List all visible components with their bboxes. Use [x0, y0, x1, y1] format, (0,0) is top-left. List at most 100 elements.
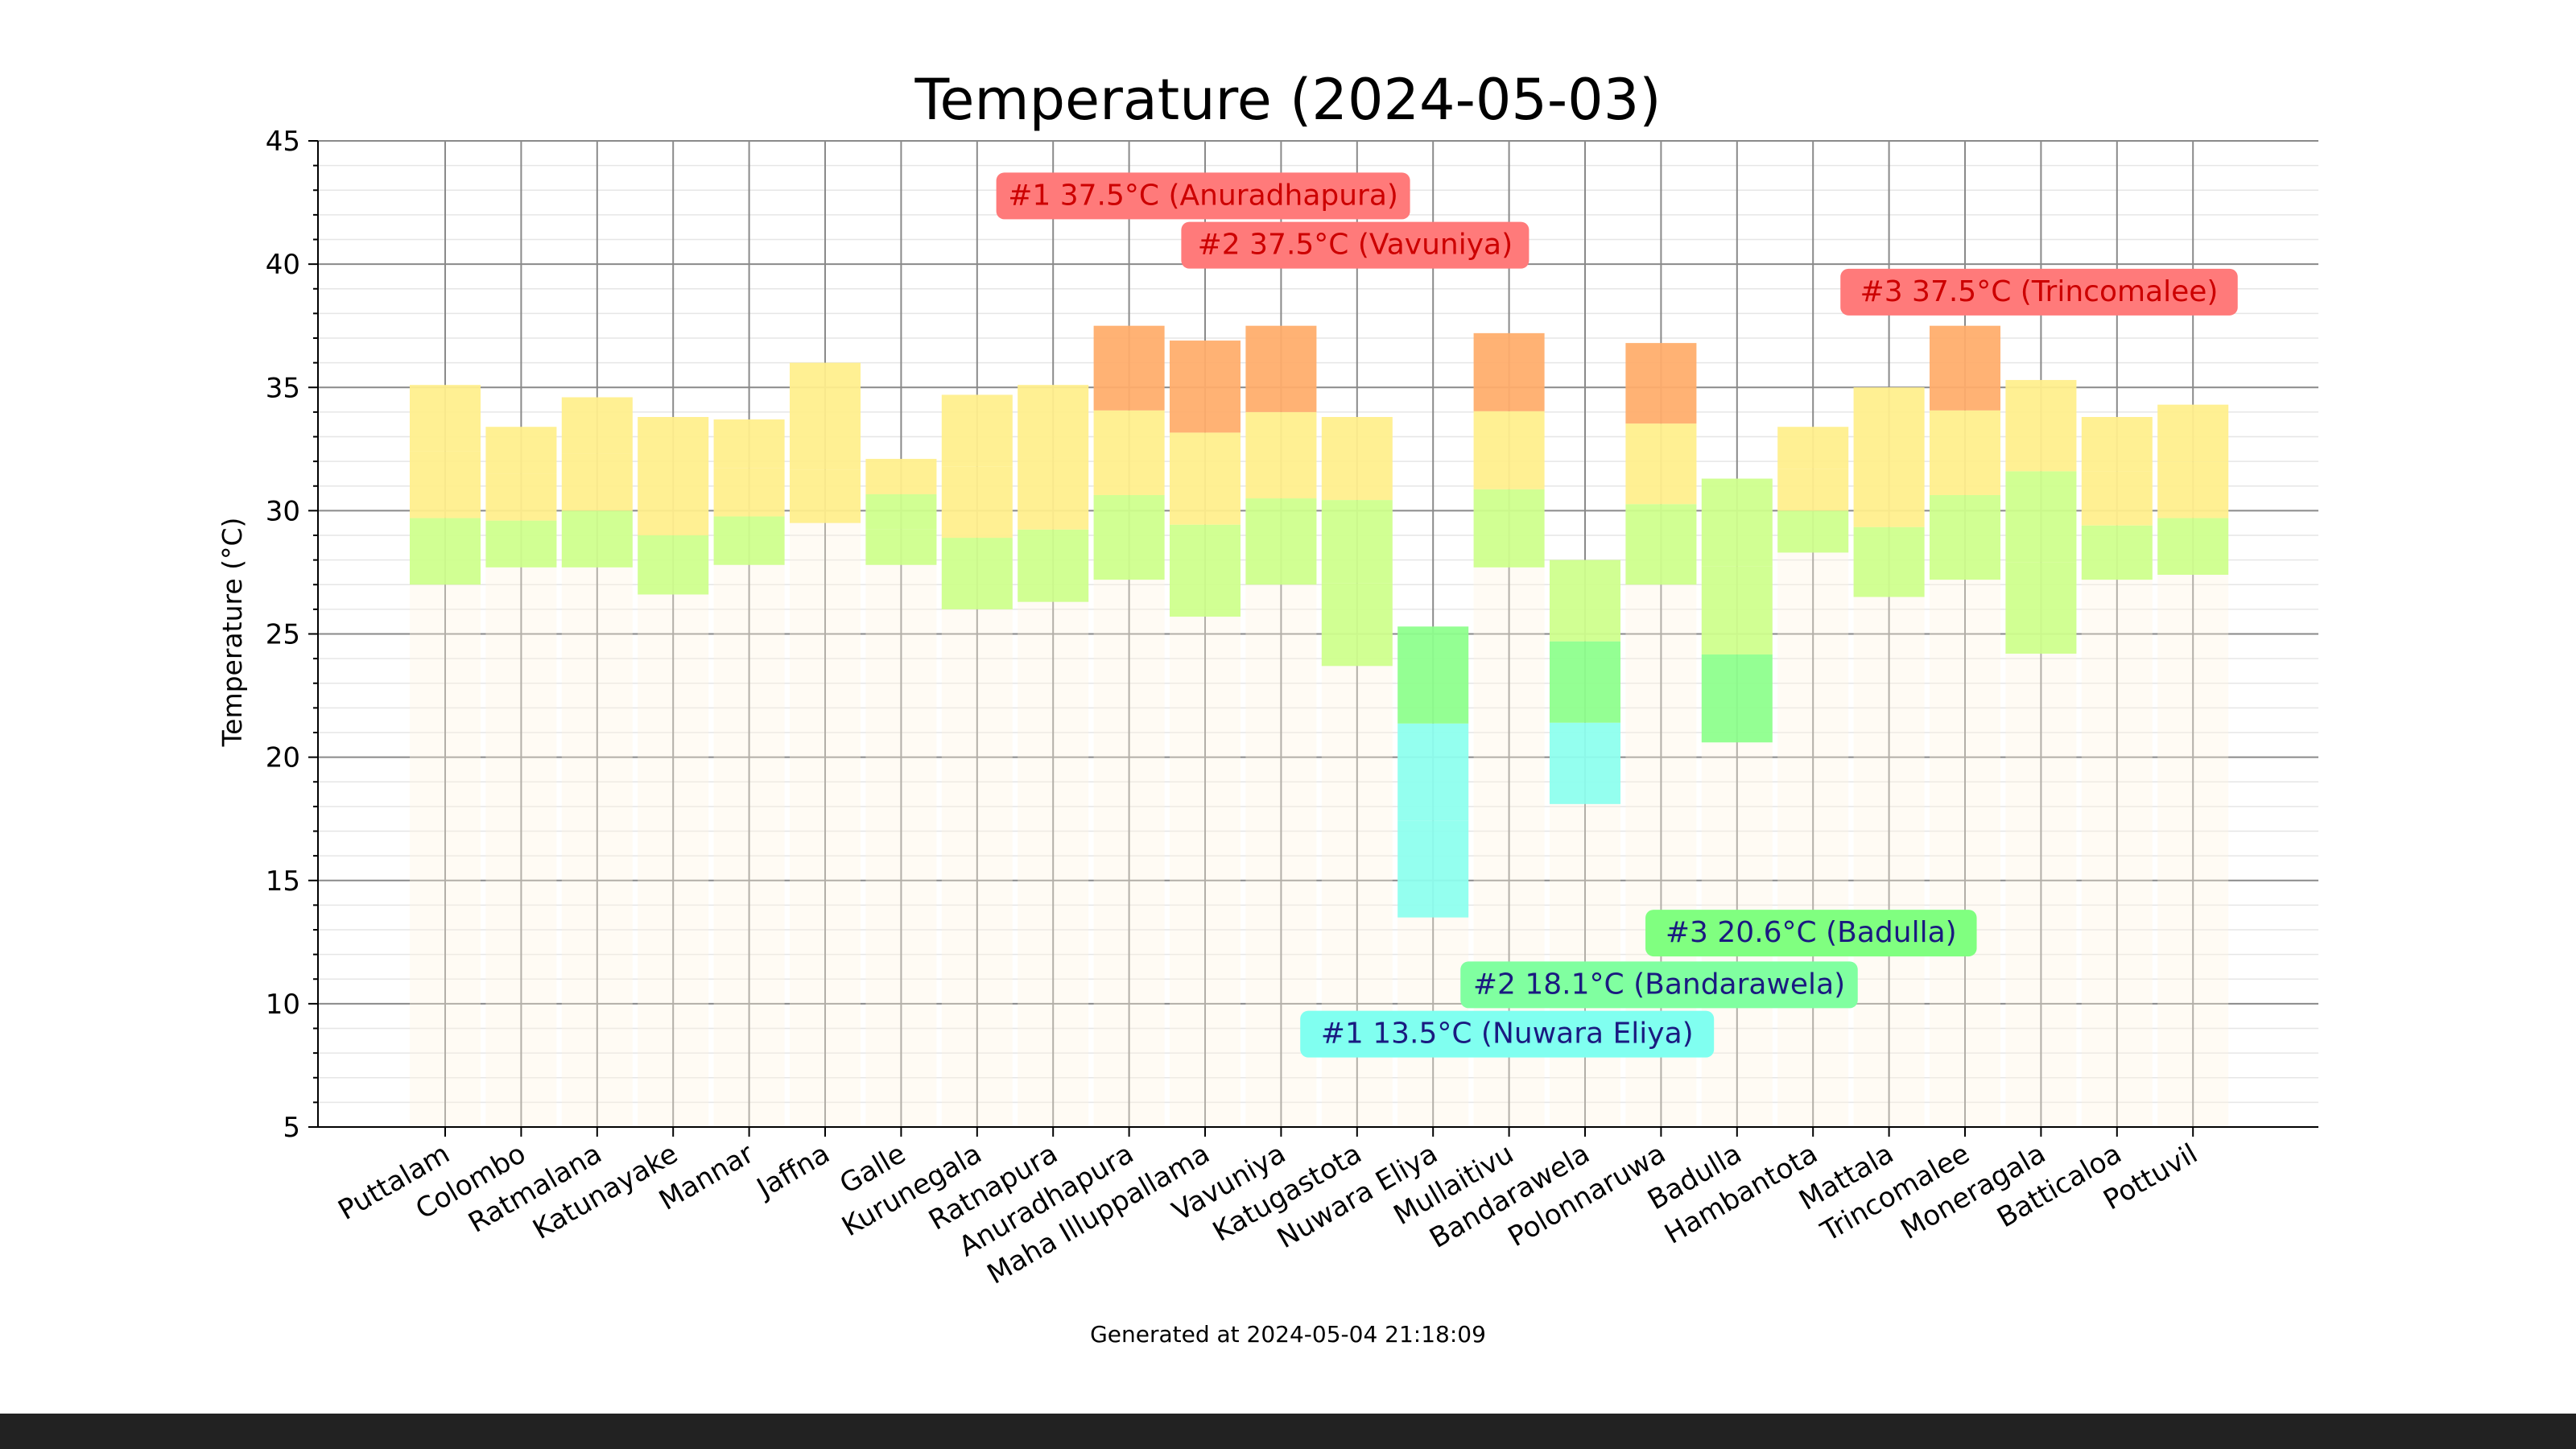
bar-segment	[1777, 510, 1849, 553]
bar	[1777, 427, 1849, 1127]
bar-segment	[410, 451, 481, 518]
annotation-box	[1645, 910, 1977, 957]
bar-segment	[561, 453, 633, 511]
bar-segment	[2005, 380, 2077, 472]
annotation-text: #3 20.6°C (Badulla)	[1666, 916, 1957, 949]
bar-segment	[790, 362, 861, 416]
bar-segment	[2157, 461, 2229, 518]
annotation: #3 20.6°C (Badulla)	[1645, 910, 1977, 957]
bar-segment	[1397, 723, 1469, 821]
bar-segment	[1473, 411, 1545, 489]
bar-segment	[410, 385, 481, 452]
generated-timestamp: Generated at 2024-05-04 21:18:09	[1090, 1321, 1486, 1348]
y-tick-label: 5	[283, 1112, 300, 1144]
annotation: #2 37.5°C (Vavuniya)	[1181, 221, 1530, 269]
bar-segment	[1777, 469, 1849, 511]
y-tick-label: 35	[266, 372, 300, 404]
bar-segment	[941, 466, 1013, 539]
bar-segment	[1018, 385, 1089, 458]
bar-segment	[1550, 722, 1620, 804]
bar	[941, 394, 1013, 1127]
bar-segment	[865, 493, 937, 530]
bar	[1093, 325, 1165, 1127]
y-tick-label: 30	[266, 495, 300, 527]
bar-segment	[2081, 471, 2153, 526]
bar-segment	[485, 473, 557, 521]
bar-segment	[1473, 489, 1545, 568]
annotation-text: #1 37.5°C (Anuradhapura)	[1008, 179, 1398, 212]
bar-segment	[713, 516, 785, 565]
bar-segment	[2081, 525, 2153, 580]
bar-segment	[1550, 559, 1620, 642]
bar-segment	[1245, 498, 1317, 585]
bar-segment	[865, 529, 937, 565]
bar-segment	[1701, 478, 1773, 567]
bar-segment	[865, 459, 937, 494]
bar-segment	[790, 415, 861, 470]
bar-segment	[1170, 341, 1241, 433]
bar	[2081, 417, 2153, 1127]
bar-segment	[1701, 566, 1773, 655]
x-tick-label: Jaffna	[750, 1137, 835, 1205]
y-axis-label: Temperature (°C)	[217, 518, 248, 748]
bar-segment	[1473, 332, 1545, 411]
bar-segment	[1777, 427, 1849, 469]
bar-segment	[1853, 526, 1925, 597]
bar	[1170, 341, 1241, 1127]
bar-segment	[1930, 325, 2000, 411]
bar	[1853, 387, 1925, 1127]
bar-segment	[1321, 583, 1393, 667]
bar-segment	[1018, 457, 1089, 530]
annotation-text: #1 13.5°C (Nuwara Eliya)	[1321, 1018, 1694, 1051]
bar-segment	[1625, 423, 1697, 505]
annotation: #1 37.5°C (Anuradhapura)	[996, 172, 1410, 220]
bar-segment	[485, 520, 557, 568]
bar-segment	[638, 417, 709, 477]
bar-segment	[1321, 500, 1393, 584]
annotation-text: #2 18.1°C (Bandarawela)	[1473, 968, 1845, 1001]
bar-segment	[1625, 504, 1697, 585]
annotation-text: #2 37.5°C (Vavuniya)	[1198, 229, 1513, 262]
chart-title: Temperature (2024-05-03)	[914, 67, 1661, 133]
bottom-bar	[0, 1414, 2576, 1449]
bar-stem	[865, 459, 937, 1127]
bar-segment	[1321, 417, 1393, 501]
bar-segment	[790, 469, 861, 523]
bar-segment	[1093, 325, 1165, 411]
bar	[2157, 404, 2229, 1127]
bar-segment	[1018, 529, 1089, 602]
bar-segment	[410, 518, 481, 585]
bar	[1018, 385, 1089, 1127]
annotations: #1 37.5°C (Anuradhapura) #2 37.5°C (Vavun…	[996, 172, 2238, 1058]
bar	[638, 417, 709, 1127]
bar	[865, 459, 937, 1127]
bar-segment	[561, 397, 633, 454]
bar-segment	[2157, 404, 2229, 462]
bar-segment	[713, 468, 785, 517]
bar-segment	[713, 419, 785, 469]
bar	[485, 427, 557, 1127]
y-tick-label: 10	[266, 989, 300, 1021]
y-tick-label: 40	[266, 249, 300, 281]
annotation: #1 13.5°C (Nuwara Eliya)	[1300, 1010, 1715, 1058]
bar-segment	[2081, 417, 2153, 472]
bar-segment	[1093, 494, 1165, 580]
annotation: #3 37.5°C (Trincomalee)	[1840, 268, 2238, 316]
bar-segment	[1397, 820, 1469, 918]
y-tick-label: 45	[266, 126, 300, 158]
annotation-text: #3 37.5°C (Trincomalee)	[1860, 275, 2219, 308]
bar-segment	[2005, 471, 2077, 563]
bar-segment	[485, 427, 557, 474]
bar-segment	[941, 394, 1013, 467]
y-tick-label: 25	[266, 619, 300, 651]
bar-segment	[1853, 457, 1925, 527]
bar-segment	[1245, 325, 1317, 412]
bar-segment	[1701, 654, 1773, 743]
y-tick-label: 20	[266, 742, 300, 774]
bar-segment	[1397, 626, 1469, 724]
annotation-box	[1460, 961, 1858, 1009]
bar-segment	[638, 476, 709, 535]
bar	[790, 362, 861, 1127]
annotation: #2 18.1°C (Bandarawela)	[1460, 961, 1858, 1009]
bar	[713, 419, 785, 1127]
